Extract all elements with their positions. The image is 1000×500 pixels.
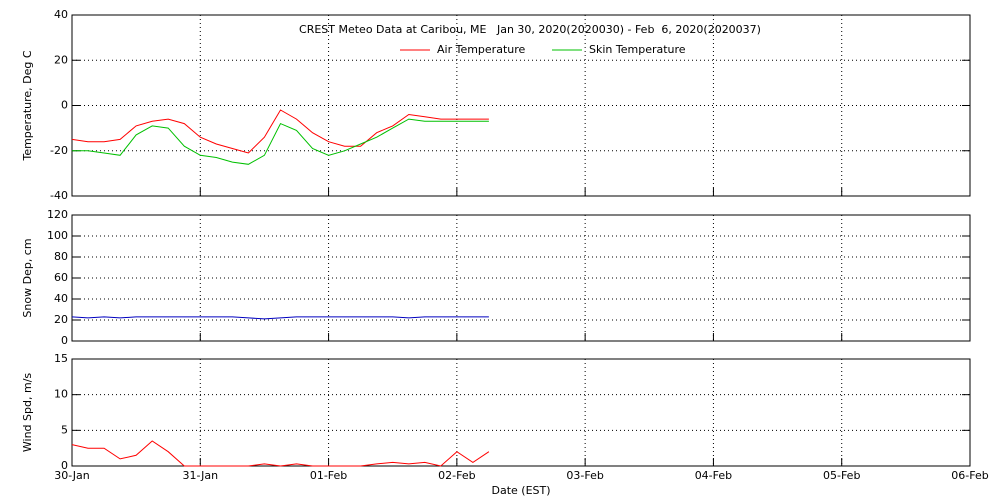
y-tick-label: 20 bbox=[54, 53, 68, 66]
y-tick-label: 0 bbox=[61, 334, 68, 347]
y-tick-label: 10 bbox=[54, 388, 68, 401]
x-tick-label: 05-Feb bbox=[823, 469, 860, 482]
x-axis-label: Date (EST) bbox=[491, 484, 550, 497]
x-tick-label: 03-Feb bbox=[566, 469, 603, 482]
y-tick-label: 60 bbox=[54, 271, 68, 284]
y-tick-label: 120 bbox=[47, 208, 68, 221]
y-tick-label: -40 bbox=[50, 189, 68, 202]
x-tick-label: 30-Jan bbox=[54, 469, 90, 482]
y-axis-label: Wind Spd, m/s bbox=[21, 373, 34, 453]
y-tick-label: 80 bbox=[54, 250, 68, 263]
y-tick-label: 5 bbox=[61, 423, 68, 436]
y-tick-label: 100 bbox=[47, 229, 68, 242]
data-line bbox=[72, 118, 489, 165]
y-axis-label: Temperature, Deg C bbox=[21, 50, 34, 161]
y-tick-label: 40 bbox=[54, 8, 68, 21]
x-tick-label: 01-Feb bbox=[310, 469, 347, 482]
plot-frame bbox=[71, 214, 971, 342]
data-line bbox=[71, 440, 490, 467]
x-tick-label: 02-Feb bbox=[438, 469, 475, 482]
plot-frame bbox=[71, 358, 971, 467]
y-tick-label: 0 bbox=[61, 99, 68, 112]
y-tick-label: 15 bbox=[54, 352, 68, 365]
y-tick-label: 0 bbox=[61, 459, 68, 472]
y-tick-label: -20 bbox=[50, 144, 68, 157]
x-tick-label: 04-Feb bbox=[695, 469, 732, 482]
y-axis-label: Snow Dep, cm bbox=[21, 238, 34, 317]
y-tick-label: 40 bbox=[54, 292, 68, 305]
chart-title: CREST Meteo Data at Caribou, ME Jan 30, … bbox=[299, 23, 761, 36]
y-tick-label: 20 bbox=[54, 313, 68, 326]
legend-label: Skin Temperature bbox=[589, 43, 686, 56]
legend-label: Air Temperature bbox=[437, 43, 526, 56]
data-line bbox=[71, 316, 489, 320]
data-line bbox=[71, 109, 489, 154]
x-tick-label: 06-Feb bbox=[951, 469, 988, 482]
x-tick-label: 31-Jan bbox=[183, 469, 219, 482]
plot-frame bbox=[71, 14, 971, 197]
